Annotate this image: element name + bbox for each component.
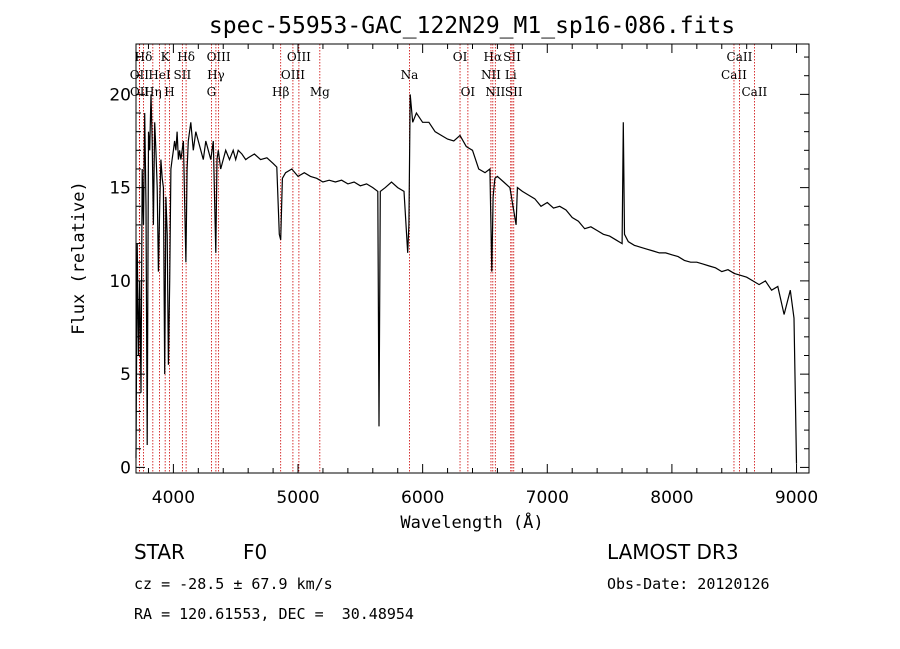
line-marker-label: NII — [481, 68, 501, 82]
line-marker-label: CaII — [721, 68, 747, 82]
line-marker-label: SII — [174, 68, 192, 82]
line-marker-label: H — [164, 85, 174, 99]
line-marker-label: CaII — [741, 85, 767, 99]
x-tick-label: 8000 — [650, 488, 693, 508]
line-marker-label: Li — [505, 68, 517, 82]
y-tick-label: 10 — [109, 272, 131, 292]
line-marker-label: G — [207, 85, 217, 99]
chart-title: spec-55953-GAC_122N29_M1_sp16-086.fits — [209, 13, 735, 39]
line-marker-label: K — [161, 50, 171, 64]
x-tick-label: 9000 — [775, 488, 818, 508]
line-marker-label: Hδ — [177, 50, 195, 64]
line-marker-label: OII — [130, 85, 150, 99]
line-marker-label: CaII — [727, 50, 753, 64]
line-marker-label: NII — [485, 85, 505, 99]
line-marker-label: Hη — [144, 85, 162, 99]
line-marker-label: SII — [505, 85, 523, 99]
y-tick-label: 0 — [120, 458, 131, 478]
redshift-velocity: cz = -28.5 ± 67.9 km/s — [134, 575, 333, 593]
y-axis: 0 5 10 15 20 — [109, 56, 809, 478]
line-marker-label: Hβ — [272, 85, 289, 99]
line-marker-label: OIII — [207, 50, 231, 64]
x-axis-label: Wavelength (Å) — [400, 511, 543, 533]
survey-name: LAMOST DR3 — [607, 540, 739, 564]
y-tick-label: 15 — [109, 179, 131, 199]
x-tick-label: 4000 — [152, 488, 195, 508]
object-subclass: F0 — [243, 540, 268, 564]
coordinates: RA = 120.61553, DEC = 30.48954 — [134, 605, 414, 623]
line-marker-label: Mg — [310, 85, 330, 99]
line-marker-label: OI — [461, 85, 476, 99]
line-marker-label: OIII — [281, 68, 305, 82]
line-marker-label: OIII — [287, 50, 311, 64]
x-tick-label: 5000 — [276, 488, 319, 508]
line-marker-label: Hγ — [207, 68, 225, 82]
x-tick-label: 6000 — [401, 488, 444, 508]
object-class: STAR — [134, 540, 185, 564]
observation-date: Obs-Date: 20120126 — [607, 575, 770, 593]
line-marker-label: Hα — [484, 50, 503, 64]
spectrum-line — [135, 94, 798, 464]
x-tick-label: 7000 — [526, 488, 569, 508]
line-marker-label: Na — [401, 68, 419, 82]
line-marker-label: OI — [453, 50, 468, 64]
y-tick-label: 20 — [109, 85, 131, 105]
y-axis-label: Flux (relative) — [69, 181, 89, 335]
line-marker-label: HeI — [148, 68, 171, 82]
y-tick-label: 5 — [120, 365, 131, 385]
x-axis: 4000 5000 6000 7000 8000 9000 — [147, 44, 818, 508]
line-marker-label: SII — [503, 50, 521, 64]
plot-frame — [135, 43, 810, 474]
